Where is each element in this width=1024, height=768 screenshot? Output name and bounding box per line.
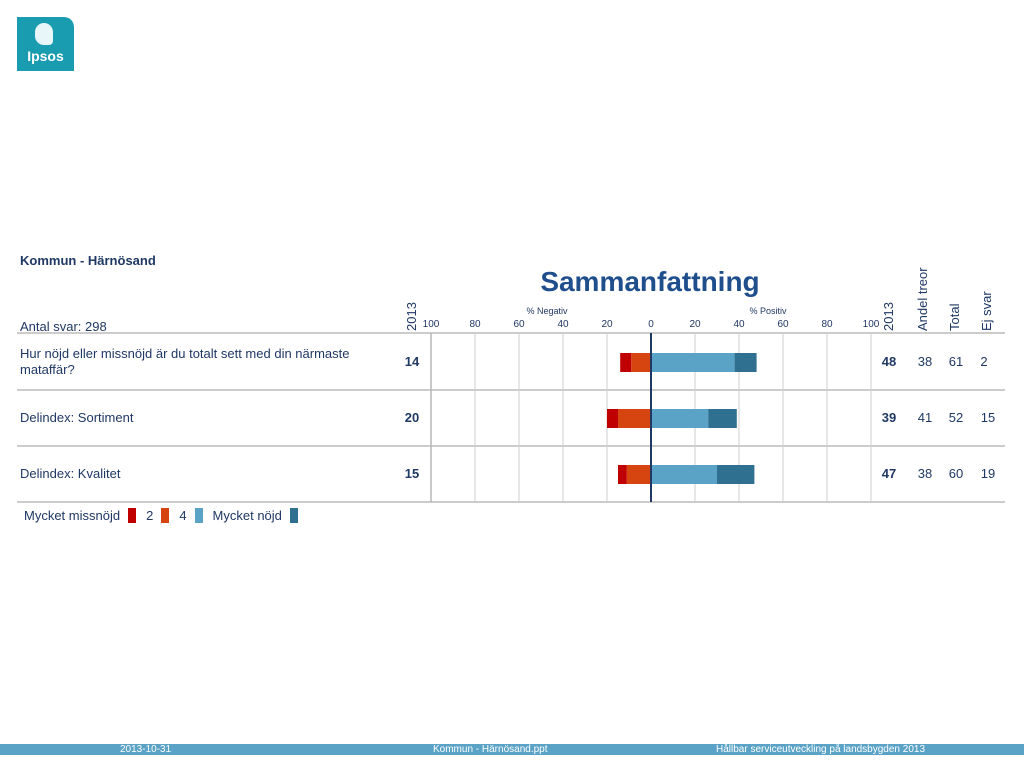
tick-label: 80	[821, 319, 833, 330]
row-label-3: Delindex: Kvalitet	[20, 466, 121, 481]
row1-andel: 38	[917, 354, 933, 369]
chart-svg: 100 80 60 40 20 0 20 40 60 80 100 % Negativ % Positi…	[17, 306, 1005, 503]
legend-swatch-4	[194, 508, 203, 523]
logo-mark-icon	[35, 23, 53, 45]
row3-total: 60	[948, 466, 964, 481]
tick-label: 40	[557, 319, 569, 330]
tick-label: 40	[733, 319, 745, 330]
row3-andel: 38	[917, 466, 933, 481]
municipality-title: Kommun - Härnösand	[20, 253, 156, 268]
pos-axis-label: % Positiv	[749, 306, 787, 316]
tick-label: 60	[513, 319, 525, 330]
bar-pos-row2	[651, 409, 709, 428]
neg-axis-label: % Negativ	[526, 306, 568, 316]
row1-neg-value: 14	[404, 354, 420, 369]
tick-label: 60	[777, 319, 789, 330]
tick-label: 20	[601, 319, 613, 330]
row2-neg-value: 20	[404, 410, 420, 425]
tick-label: 80	[469, 319, 481, 330]
tick-label: 20	[689, 319, 701, 330]
legend-label-very-satisfied: Mycket nöjd	[212, 508, 282, 523]
bar-very-pos-row2	[708, 409, 737, 428]
bar-neg-row1	[631, 353, 651, 372]
footer-project: Hållbar serviceutveckling på landsbygden…	[716, 744, 926, 755]
row3-pos-value: 47	[881, 466, 897, 481]
bar-very-neg-row3	[618, 465, 627, 484]
bar-neg-row2	[618, 409, 651, 428]
legend-swatch-very-satisfied	[289, 508, 298, 523]
row2-pos-value: 39	[881, 410, 897, 425]
row1-pos-value: 48	[881, 354, 897, 369]
row2-total: 52	[948, 410, 964, 425]
bar-pos-row1	[651, 353, 735, 372]
row3-ej: 19	[980, 466, 996, 481]
bar-very-pos-row1	[734, 353, 757, 372]
footer-date: 2013-10-31	[120, 744, 172, 755]
bar-very-neg-row1	[620, 353, 632, 372]
row-label-1: Hur nöjd eller missnöjd är du totalt set…	[20, 346, 350, 377]
legend-label-very-dissatisfied: Mycket missnöjd	[24, 508, 121, 523]
bar-neg-row3	[626, 465, 651, 484]
legend-swatch-very-dissatisfied	[128, 508, 137, 523]
row-label-2: Delindex: Sortiment	[20, 410, 134, 425]
ipsos-logo: Ipsos	[17, 17, 74, 71]
footer-bar: 2013-10-31 Kommun - Härnösand.ppt Hållba…	[0, 744, 1024, 755]
row3-neg-value: 15	[404, 466, 420, 481]
chart-title: Sammanfattning	[540, 266, 760, 297]
row1-total: 61	[948, 354, 964, 369]
row2-ej: 15	[980, 410, 996, 425]
row2-andel: 41	[917, 410, 933, 425]
legend-label-4: 4	[179, 508, 187, 523]
legend-swatch-2	[161, 508, 170, 523]
tick-label: 100	[423, 319, 440, 330]
bar-very-pos-row3	[717, 465, 755, 484]
legend-label-2: 2	[146, 508, 154, 523]
tick-label: 0	[648, 319, 654, 330]
bar-pos-row3	[651, 465, 717, 484]
response-count: Antal svar: 298	[20, 319, 107, 334]
logo-text: Ipsos	[27, 48, 64, 64]
bar-very-neg-row2	[607, 409, 618, 428]
footer-file: Kommun - Härnösand.ppt	[433, 744, 548, 755]
tick-label: 100	[863, 319, 880, 330]
legend: Mycket missnöjd 2 4 Mycket nöjd	[24, 508, 308, 523]
row1-ej: 2	[980, 354, 988, 369]
